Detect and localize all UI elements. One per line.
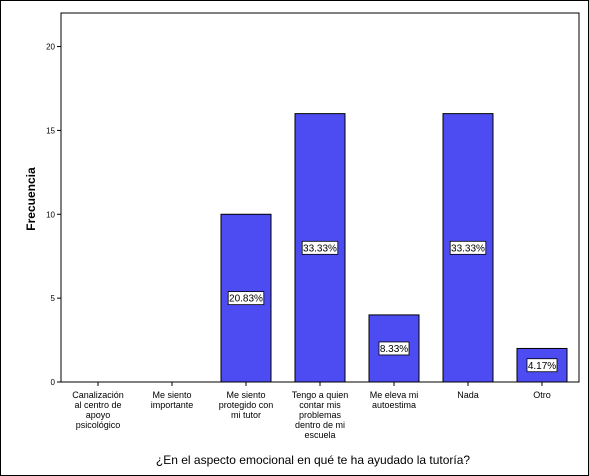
y-axis-title: Frecuencia (24, 167, 38, 231)
category-label: Otro (533, 390, 551, 400)
category-label: Canalización al centro de apoyo psicológico (72, 390, 124, 430)
data-label-box (378, 341, 410, 356)
category-label: Me siento importante (151, 390, 194, 410)
y-tick-label: 0 (51, 378, 56, 387)
category-label: Me eleva mi autoestima (370, 390, 419, 410)
data-label: 33.33% (303, 243, 337, 254)
y-tick-label: 10 (46, 210, 55, 219)
plot-area: 0 5 10 15 20 Canalización al centro de apoyo psi… (46, 12, 580, 440)
data-label: 33.33% (451, 243, 485, 254)
x-axis-title: ¿En el aspecto emocional en qué te ha ay… (156, 453, 471, 467)
data-label-box (227, 291, 265, 306)
data-label: 4.17% (528, 361, 556, 372)
data-label: 8.33% (380, 344, 408, 355)
data-label-box (449, 240, 487, 255)
y-tick-label: 5 (51, 294, 56, 303)
category-label: Nada (457, 390, 479, 400)
category-label: Tengo a quien contar mis problemas dentro d… (292, 390, 349, 440)
category-label: Me siento protegido con mi tutor (219, 390, 274, 420)
y-tick-label: 20 (46, 43, 55, 52)
y-tick-label: 15 (46, 126, 55, 135)
data-label: 20.83% (229, 294, 263, 305)
data-label-box (526, 358, 558, 373)
data-label-box (301, 240, 339, 255)
